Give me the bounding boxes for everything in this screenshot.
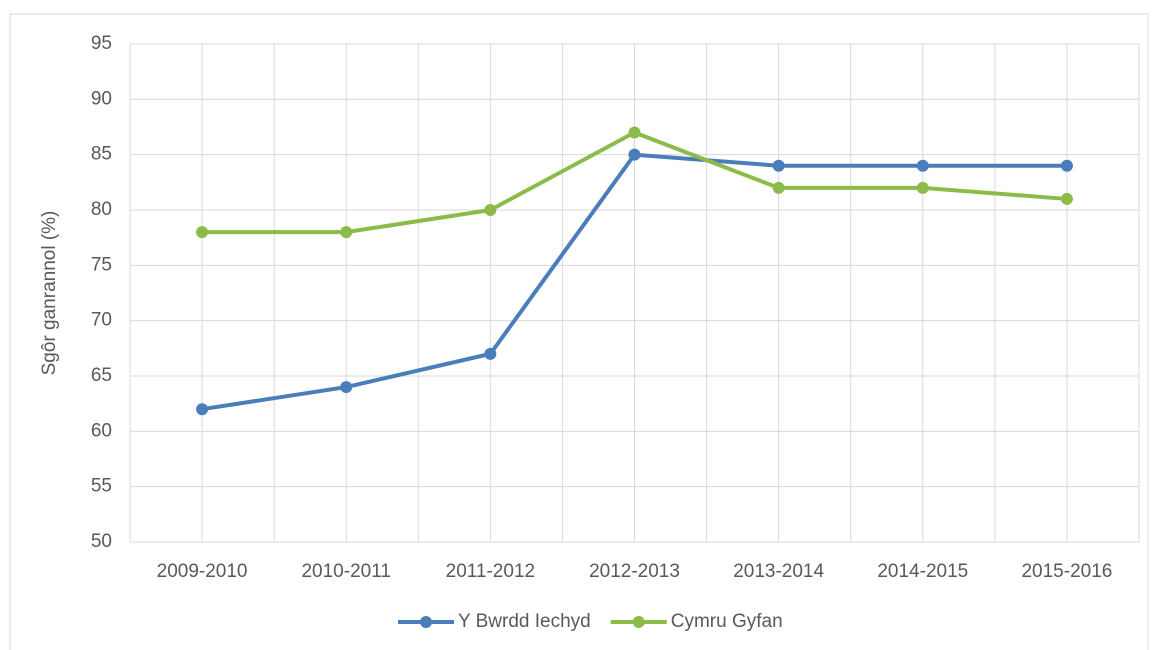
legend-label: Cymru Gyfan [671, 611, 783, 632]
data-point [1060, 192, 1073, 205]
x-tick-label: 2009-2010 [157, 561, 248, 582]
data-point [484, 347, 497, 360]
data-point [196, 226, 209, 239]
x-tick-label: 2012-2013 [589, 561, 680, 582]
data-point [916, 181, 929, 194]
legend-label: Y Bwrdd Iechyd [458, 611, 591, 632]
data-point [340, 226, 353, 239]
data-point [628, 126, 641, 139]
data-point [628, 148, 641, 161]
data-point [340, 381, 353, 394]
data-point [1060, 159, 1073, 172]
y-axis-label: Sgôr ganrannol (%) [39, 211, 60, 376]
x-tick-label: 2013-2014 [733, 561, 824, 582]
data-point [772, 159, 785, 172]
y-tick-label: 55 [91, 476, 112, 497]
y-tick-label: 75 [91, 254, 112, 275]
data-point [196, 403, 209, 416]
chart-frame [9, 13, 1149, 650]
x-tick-label: 2010-2011 [301, 561, 390, 582]
y-tick-label: 60 [91, 420, 112, 441]
y-tick-label: 80 [91, 199, 112, 220]
y-tick-label: 95 [91, 33, 112, 54]
x-tick-label: 2011-2012 [446, 561, 535, 582]
data-point [772, 181, 785, 194]
y-tick-label: 65 [91, 365, 112, 386]
x-tick-label: 2015-2016 [1021, 561, 1112, 582]
y-tick-label: 70 [91, 310, 112, 331]
data-point [484, 204, 497, 216]
y-tick-label: 85 [91, 144, 112, 165]
x-tick-label: 2014-2015 [877, 561, 968, 582]
y-tick-label: 50 [91, 531, 112, 552]
data-point [916, 159, 929, 172]
legend-marker [632, 616, 645, 628]
legend-marker [420, 616, 432, 628]
y-tick-label: 90 [91, 88, 112, 109]
